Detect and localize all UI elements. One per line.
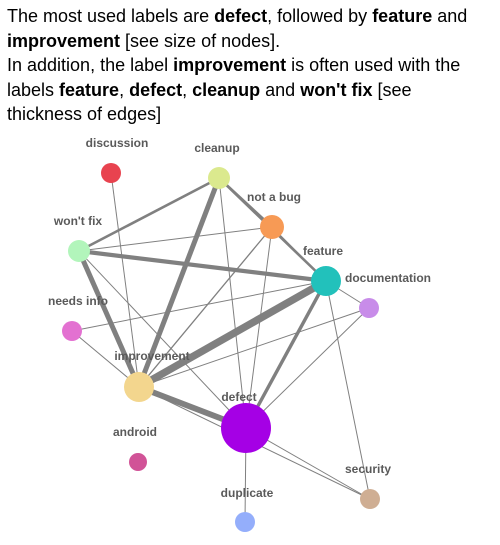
edge-improvement-documentation — [138, 307, 370, 388]
edge-wont-fix-defect — [78, 250, 247, 429]
node-cleanup[interactable] — [208, 167, 230, 189]
edge-defect-cleanup — [218, 177, 247, 429]
caption-text: and — [260, 79, 301, 100]
node-not-a-bug[interactable] — [260, 215, 284, 239]
caption-text: [see — [372, 79, 412, 100]
node-duplicate[interactable] — [235, 512, 255, 532]
edge-improvement-feature — [137, 277, 328, 391]
caption-emphasis: defect — [129, 79, 183, 100]
caption-text: , — [182, 79, 193, 100]
caption-line-4: labels feature, defect, cleanup and won'… — [7, 78, 497, 103]
node-discussion[interactable] — [101, 163, 121, 183]
graph-edges — [71, 172, 371, 523]
node-feature[interactable] — [311, 266, 341, 296]
caption-line-2: improvement [see size of nodes]. — [7, 29, 497, 54]
caption-line-1: The most used labels are defect, followe… — [7, 4, 497, 29]
edge-improvement-cleanup — [136, 177, 222, 388]
edge-needs-info-feature — [71, 280, 327, 332]
node-label-discussion: discussion — [86, 136, 149, 150]
node-label-not-a-bug: not a bug — [247, 190, 301, 204]
edge-discussion-improvement — [110, 172, 140, 388]
node-label-defect: defect — [221, 390, 256, 404]
node-label-android: android — [113, 425, 157, 439]
caption-emphasis: improvement — [173, 55, 287, 75]
caption-text: labels — [7, 79, 60, 100]
node-wont-fix[interactable] — [68, 240, 90, 262]
node-label-security: security — [345, 462, 391, 476]
edge-wont-fix-not-a-bug — [78, 226, 273, 252]
graph-nodes — [62, 163, 380, 532]
caption-text: thickness of edges] — [7, 104, 162, 124]
caption-text: is often used with the — [286, 55, 461, 75]
node-label-needs-info: needs info — [48, 294, 108, 308]
caption-text: , followed by — [267, 6, 373, 26]
edge-defect-documentation — [245, 307, 370, 429]
edge-improvement-wont-fix — [76, 249, 142, 389]
caption-text: The most used labels are — [7, 6, 215, 26]
edge-wont-fix-cleanup — [78, 176, 220, 253]
node-needs-info[interactable] — [62, 321, 82, 341]
node-label-wont-fix: won't fix — [53, 214, 103, 228]
node-label-improvement: improvement — [114, 349, 189, 363]
graph-labels: discussion cleanup not a bug won't fix featu… — [48, 136, 431, 500]
edge-feature-security — [325, 280, 371, 500]
edge-defect-feature — [244, 280, 328, 429]
node-label-cleanup: cleanup — [194, 141, 239, 155]
edge-wont-fix-feature — [78, 248, 327, 284]
caption: The most used labels are defect, followe… — [7, 4, 497, 127]
caption-line-3: In addition, the label improvement is of… — [7, 53, 497, 78]
node-improvement[interactable] — [124, 372, 154, 402]
caption-emphasis: feature — [372, 6, 433, 26]
caption-line-5: thickness of edges] — [7, 102, 497, 127]
node-security[interactable] — [360, 489, 380, 509]
node-android[interactable] — [129, 453, 147, 471]
caption-emphasis: improvement — [7, 30, 121, 51]
caption-text: , — [119, 79, 130, 100]
caption-text: and — [432, 6, 468, 26]
caption-text: In addition, the label — [7, 55, 174, 75]
caption-emphasis: won't fix — [300, 79, 373, 100]
edge-improvement-not-a-bug — [138, 226, 273, 388]
node-label-documentation: documentation — [345, 271, 431, 285]
node-documentation[interactable] — [359, 298, 379, 318]
node-defect[interactable] — [221, 403, 271, 453]
node-label-feature: feature — [303, 244, 343, 258]
caption-emphasis: feature — [59, 79, 120, 100]
edge-defect-not-a-bug — [245, 226, 273, 429]
caption-emphasis: cleanup — [192, 79, 261, 100]
caption-text: [see size of nodes]. — [120, 30, 281, 51]
caption-emphasis: defect — [214, 6, 268, 26]
node-label-duplicate: duplicate — [221, 486, 274, 500]
